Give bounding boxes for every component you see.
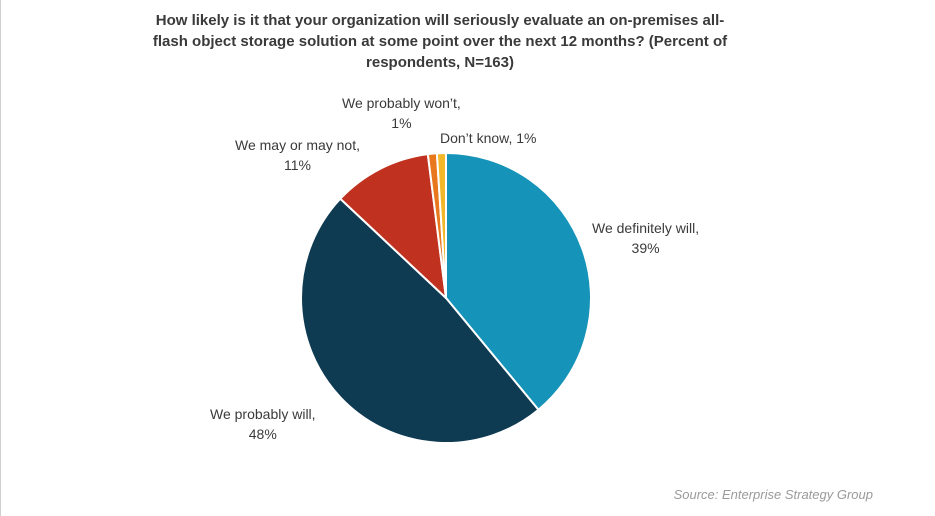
source-note: Source: Enterprise Strategy Group	[673, 487, 873, 502]
label-definitely-will: We definitely will, 39%	[592, 218, 699, 258]
label-probably-will-text: We probably will,	[210, 406, 316, 422]
label-may-or-may-not-pct: 11%	[284, 157, 311, 173]
slice-probably-will	[300, 197, 540, 444]
frame-border	[0, 0, 1, 516]
chart-title: How likely is it that your organization …	[152, 12, 728, 71]
label-may-or-may-not: We may or may not, 11%	[235, 135, 360, 175]
slice-may-or-may-not	[339, 153, 447, 299]
label-probably-wont-pct: 1%	[391, 115, 412, 131]
label-may-or-may-not-text: We may or may not,	[235, 137, 361, 153]
slice-definitely-will	[445, 152, 592, 411]
label-probably-will-pct: 48%	[248, 426, 277, 442]
label-dont-know: Don’t know, 1%	[440, 128, 537, 148]
label-probably-wont-text: We probably won’t,	[342, 95, 461, 111]
label-dont-know-text: Don’t know, 1%	[440, 130, 537, 146]
slice-dont-know	[435, 152, 447, 299]
label-probably-will: We probably will, 48%	[210, 404, 316, 444]
label-probably-wont: We probably won’t, 1%	[342, 93, 461, 133]
label-definitely-will-text: We definitely will,	[592, 220, 700, 236]
label-definitely-will-pct: 39%	[631, 240, 660, 256]
